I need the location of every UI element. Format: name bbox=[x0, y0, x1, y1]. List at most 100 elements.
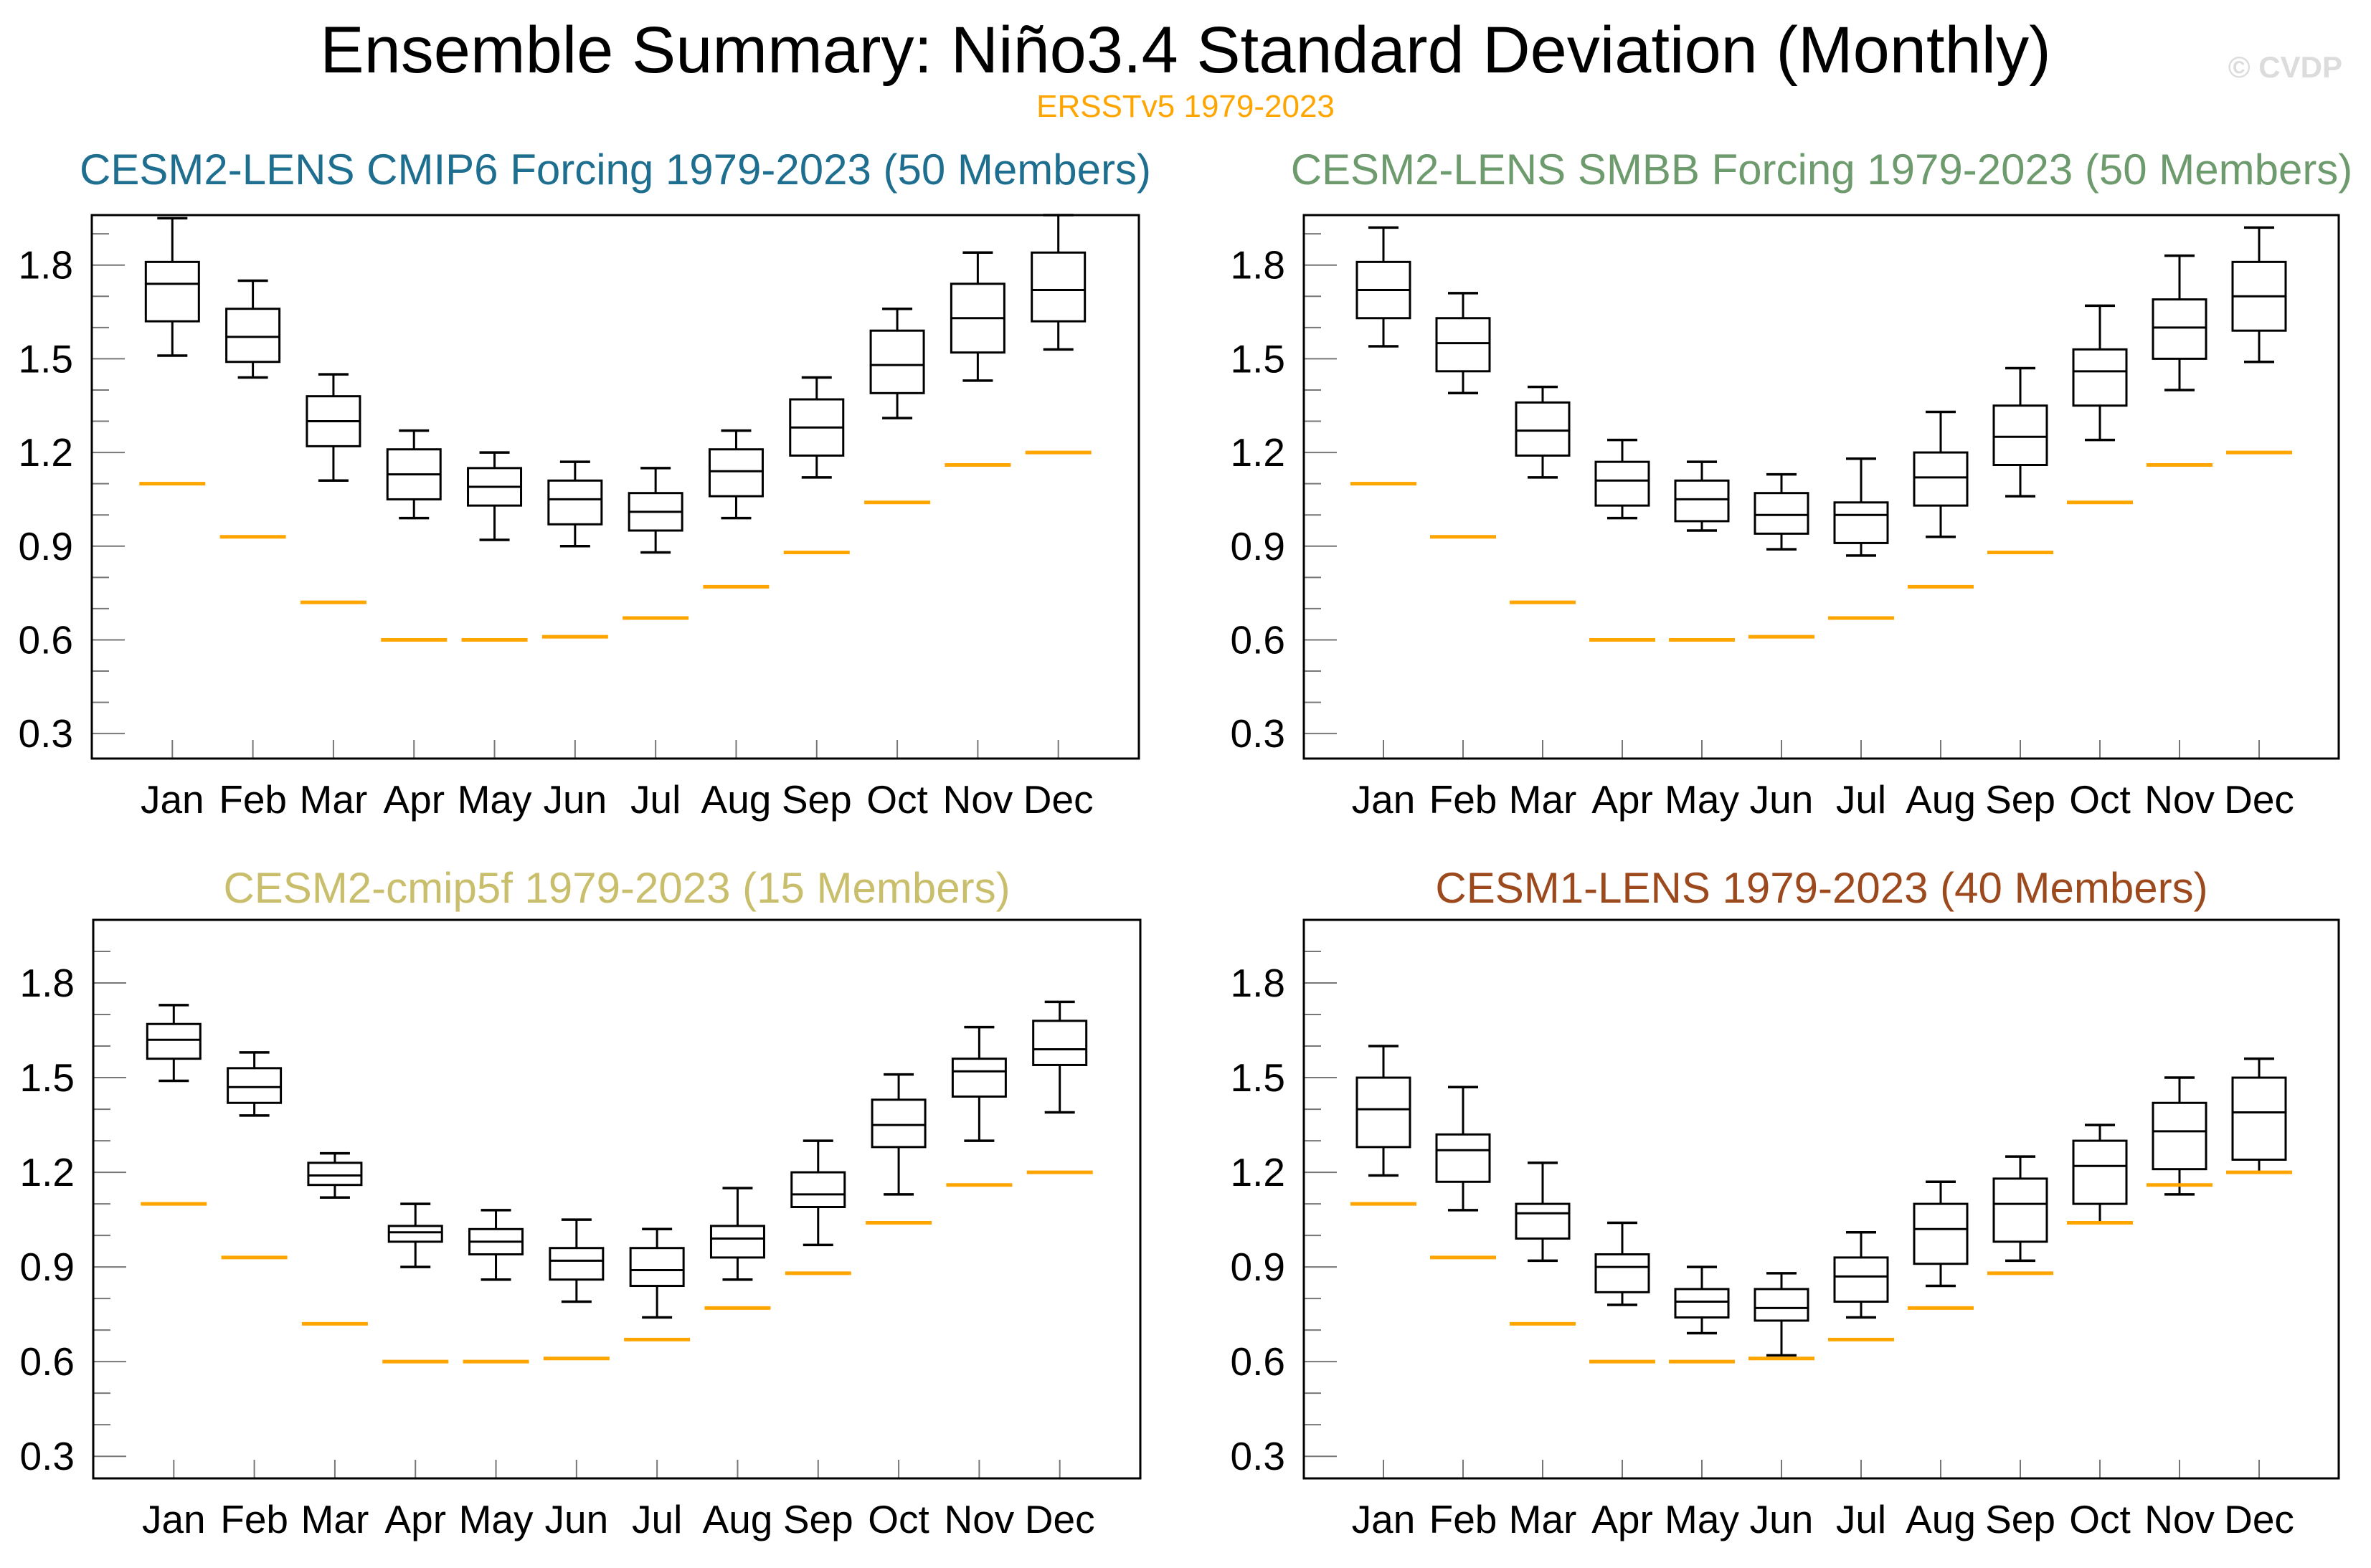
x-tick-label-month: Dec bbox=[2224, 777, 2294, 822]
panel-title-cesm2-lens-smbb: CESM2-LENS SMBB Forcing 1979-2023 (50 Me… bbox=[1290, 146, 2353, 194]
x-tick-label-month: Jan bbox=[1352, 777, 1416, 822]
box-plot-jan bbox=[144, 217, 200, 357]
x-tick-label-month: Jul bbox=[1836, 777, 1886, 822]
box-plot-oct bbox=[2072, 304, 2128, 442]
plot-border bbox=[1302, 918, 2340, 1480]
x-tick-label-month: Oct bbox=[2069, 1497, 2131, 1541]
box-plot-feb bbox=[227, 1051, 283, 1117]
y-tick-label: 1.8 bbox=[20, 961, 75, 1005]
iqr-box bbox=[1833, 1256, 1889, 1303]
box-plot-nov bbox=[951, 1025, 1007, 1142]
y-tick-label: 1.8 bbox=[19, 243, 73, 288]
iqr-box bbox=[547, 479, 603, 526]
box-plot-may bbox=[468, 1209, 524, 1281]
y-tick-label: 0.3 bbox=[1231, 1434, 1285, 1478]
box-plot-mar bbox=[1515, 1161, 1571, 1263]
box-plot-apr bbox=[387, 1202, 443, 1268]
plot-border bbox=[1302, 214, 2340, 760]
iqr-box bbox=[144, 260, 200, 323]
x-tick-label-month: Jan bbox=[142, 1497, 206, 1541]
box-plot-jan bbox=[146, 1004, 202, 1083]
box-plot-sep bbox=[790, 1139, 846, 1247]
x-tick-label-month: Dec bbox=[2224, 1497, 2294, 1541]
panel-3: 0.3 0.6 0.9 1.2 1.5 1.8 Jan Feb Mar Apr May Jun Jul A… bbox=[1231, 918, 2340, 1541]
iqr-box bbox=[2231, 1076, 2287, 1161]
box-plot-aug bbox=[708, 429, 764, 520]
y-tick-label: 1.5 bbox=[1231, 336, 1285, 381]
box-plot-oct bbox=[871, 1073, 927, 1196]
cvdp-watermark: © CVDP bbox=[2228, 50, 2342, 84]
box-plot-mar bbox=[307, 1151, 363, 1199]
box-plot-dec bbox=[1032, 1000, 1088, 1114]
box-plot-dec bbox=[2231, 226, 2287, 364]
box-plot-may bbox=[1674, 1265, 1730, 1335]
iqr-box bbox=[2152, 298, 2207, 360]
y-tick-label: 1.8 bbox=[1231, 243, 1285, 288]
x-tick-label-month: Jan bbox=[1352, 1497, 1416, 1541]
x-tick-label-month: Feb bbox=[219, 777, 287, 822]
panel-title-cesm2-lens-cmip6: CESM2-LENS CMIP6 Forcing 1979-2023 (50 M… bbox=[80, 146, 1151, 194]
iqr-box bbox=[227, 1067, 283, 1104]
box-plot-nov bbox=[2152, 254, 2207, 391]
iqr-box bbox=[869, 329, 925, 394]
box-plot-oct bbox=[2072, 1123, 2128, 1225]
box-plot-jul bbox=[628, 467, 683, 554]
iqr-box bbox=[708, 448, 764, 498]
x-tick-label-month: Apr bbox=[1591, 777, 1653, 822]
y-tick-label: 0.9 bbox=[19, 524, 73, 569]
x-tick-label-month: Oct bbox=[868, 1497, 929, 1541]
x-tick-label-month: Aug bbox=[1906, 777, 1976, 822]
box-plot-jun bbox=[1754, 472, 1809, 551]
y-tick-label: 1.2 bbox=[1231, 430, 1285, 475]
box-plot-apr bbox=[1594, 1221, 1650, 1306]
box-plot-feb bbox=[225, 279, 281, 379]
box-plot-oct bbox=[869, 307, 925, 419]
x-tick-label-month: Sep bbox=[783, 1497, 853, 1541]
box-plot-aug bbox=[1913, 1180, 1969, 1288]
iqr-box bbox=[1032, 1020, 1088, 1066]
x-tick-label-month: Mar bbox=[1509, 1497, 1577, 1541]
box-plot-sep bbox=[789, 376, 845, 479]
y-tick-label: 0.6 bbox=[1231, 617, 1285, 662]
x-tick-label-month: Jun bbox=[1750, 1497, 1814, 1541]
box-plot-mar bbox=[306, 373, 361, 483]
figure-title: Ensemble Summary: Niño3.4 Standard Devia… bbox=[320, 14, 2051, 87]
box-plot-nov bbox=[950, 251, 1005, 382]
box-plot-feb bbox=[1435, 292, 1491, 395]
box-plot-jun bbox=[1754, 1272, 1809, 1357]
x-tick-label-month: Apr bbox=[1591, 1497, 1653, 1541]
x-tick-label-month: May bbox=[1665, 777, 1739, 822]
iqr-box bbox=[1031, 251, 1087, 323]
iqr-box bbox=[1992, 404, 2048, 467]
box-plot-sep bbox=[1992, 1155, 2048, 1263]
iqr-box bbox=[1515, 401, 1571, 457]
y-tick-label: 0.3 bbox=[1231, 711, 1285, 756]
plot-border bbox=[92, 918, 1142, 1480]
x-tick-label-month: Aug bbox=[701, 777, 772, 822]
x-tick-label-month: Nov bbox=[942, 777, 1013, 822]
box-plot-mar bbox=[1515, 385, 1571, 479]
panel-0: 0.3 0.6 0.9 1.2 1.5 1.8 Jan Feb Mar Apr May Jun Jul A… bbox=[19, 214, 1140, 822]
figure-subtitle: ERSSTv5 1979-2023 bbox=[1036, 89, 1335, 124]
iqr-box bbox=[1594, 1253, 1650, 1293]
x-tick-label-month: Feb bbox=[220, 1497, 288, 1541]
iqr-box bbox=[2072, 348, 2128, 407]
iqr-box bbox=[307, 1161, 363, 1187]
box-plot-jul bbox=[1833, 1230, 1889, 1319]
iqr-box bbox=[225, 308, 281, 364]
iqr-box bbox=[1754, 492, 1809, 535]
plot-border bbox=[90, 214, 1140, 760]
iqr-box bbox=[1515, 1202, 1571, 1240]
y-tick-label: 1.2 bbox=[19, 430, 73, 475]
iqr-box bbox=[951, 1058, 1007, 1098]
iqr-box bbox=[1992, 1177, 2048, 1243]
box-plot-jan bbox=[1355, 1045, 1411, 1177]
panel-title-cesm1-lens: CESM1-LENS 1979-2023 (40 Members) bbox=[1435, 864, 2208, 912]
x-tick-label-month: Oct bbox=[2069, 777, 2131, 822]
iqr-box bbox=[146, 1022, 202, 1060]
iqr-box bbox=[387, 1225, 443, 1243]
y-tick-label: 1.5 bbox=[19, 336, 73, 381]
y-tick-label: 1.8 bbox=[1231, 961, 1285, 1005]
